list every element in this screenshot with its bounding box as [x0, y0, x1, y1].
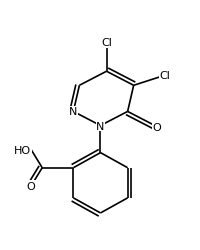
- Text: N: N: [96, 121, 104, 131]
- Text: Cl: Cl: [159, 71, 169, 81]
- Text: N: N: [69, 107, 77, 117]
- Text: O: O: [27, 181, 35, 191]
- Text: O: O: [152, 122, 160, 132]
- Text: Cl: Cl: [101, 38, 111, 48]
- Text: HO: HO: [14, 145, 31, 155]
